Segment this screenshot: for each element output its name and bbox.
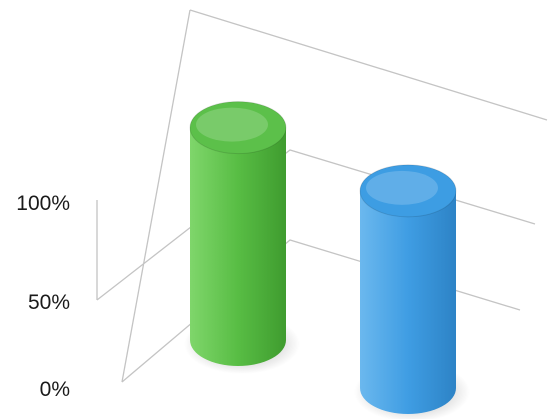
gridlines xyxy=(96,9,548,383)
bar-body xyxy=(360,190,456,414)
gridline xyxy=(121,239,521,383)
y-tick-label: 50% xyxy=(28,291,70,314)
bar-top xyxy=(189,101,287,155)
back-wall-outline xyxy=(189,9,548,121)
bar-top-highlight xyxy=(366,170,438,205)
y-tick-label: 0% xyxy=(40,378,70,401)
gridline xyxy=(96,149,536,301)
y-tick-label: 100% xyxy=(16,192,70,215)
bar-top-highlight xyxy=(196,107,268,142)
bar-1 xyxy=(354,164,470,419)
left-wall-back-edge xyxy=(121,9,191,383)
bar-body xyxy=(190,127,286,366)
bars xyxy=(184,101,470,419)
bar-0 xyxy=(184,101,300,374)
y-axis-ticks: 0% 50% 100% xyxy=(16,192,70,401)
bar-top xyxy=(359,164,457,218)
